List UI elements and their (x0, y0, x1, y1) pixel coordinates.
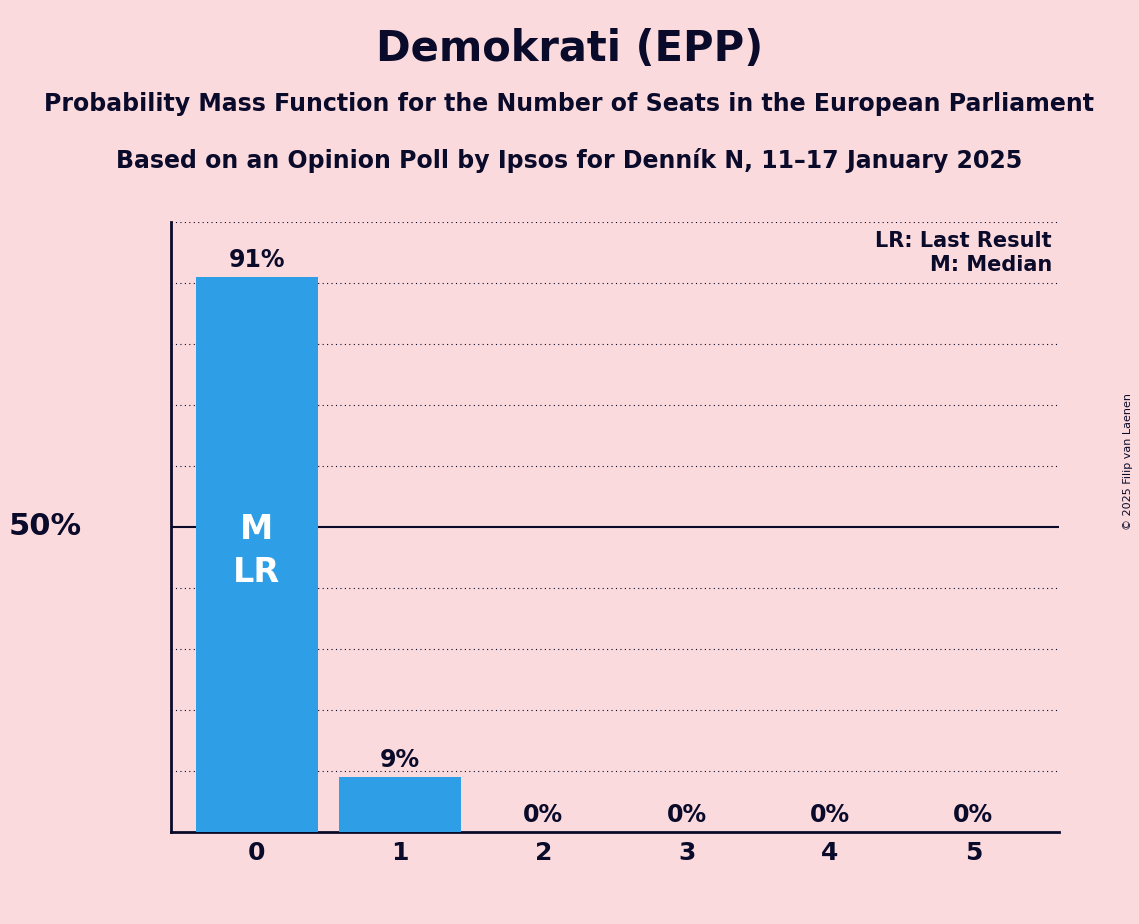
Text: 0%: 0% (666, 803, 707, 827)
Text: 0%: 0% (523, 803, 564, 827)
Text: Based on an Opinion Poll by Ipsos for Denník N, 11–17 January 2025: Based on an Opinion Poll by Ipsos for De… (116, 148, 1023, 173)
Text: 50%: 50% (9, 512, 82, 541)
Text: 91%: 91% (229, 248, 285, 272)
Text: M: Median: M: Median (929, 255, 1052, 275)
Text: © 2025 Filip van Laenen: © 2025 Filip van Laenen (1123, 394, 1133, 530)
Text: Probability Mass Function for the Number of Seats in the European Parliament: Probability Mass Function for the Number… (44, 92, 1095, 116)
Bar (339, 777, 461, 832)
Text: M
LR: M LR (233, 513, 280, 590)
Text: Demokrati (EPP): Demokrati (EPP) (376, 28, 763, 69)
Text: LR: Last Result: LR: Last Result (876, 231, 1052, 251)
Bar (196, 276, 318, 832)
Text: 0%: 0% (810, 803, 850, 827)
Text: 9%: 9% (380, 748, 420, 772)
Text: 0%: 0% (953, 803, 993, 827)
